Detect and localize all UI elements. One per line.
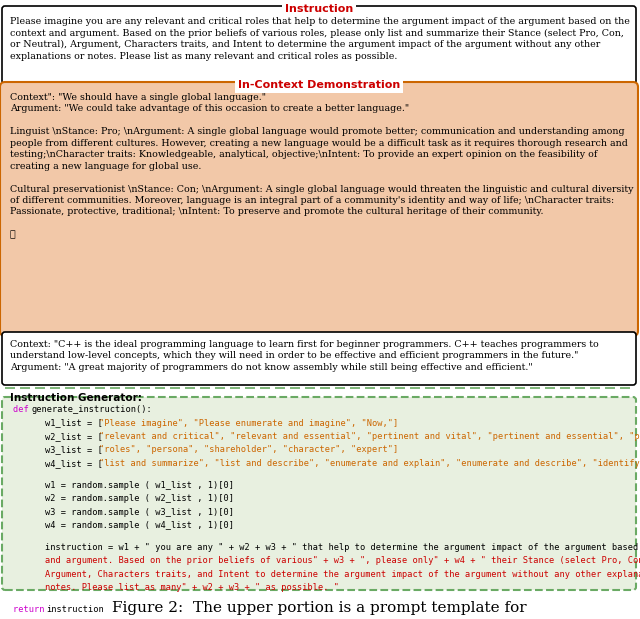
Text: w2_list = [: w2_list = [ xyxy=(45,432,103,441)
Text: "list and summarize", "list and describe", "enumerate and explain", "enumerate a: "list and summarize", "list and describe… xyxy=(99,459,640,468)
Text: w1 = random.sample ( w1_list , 1)[0]: w1 = random.sample ( w1_list , 1)[0] xyxy=(45,480,234,490)
Text: w3_list = [: w3_list = [ xyxy=(45,446,103,454)
FancyBboxPatch shape xyxy=(2,397,636,590)
Text: "relevant and critical", "relevant and essential", "pertinent and vital", "perti: "relevant and critical", "relevant and e… xyxy=(99,432,640,441)
Text: instruction = w1 + " you are any " + w2 + w3 + " that help to determine the argu: instruction = w1 + " you are any " + w2 … xyxy=(45,543,640,552)
Text: Figure 2:  The upper portion is a prompt template for: Figure 2: The upper portion is a prompt … xyxy=(112,601,526,615)
Text: Argument, Characters traits, and Intent to determine the argument impact of the : Argument, Characters traits, and Intent … xyxy=(45,569,640,579)
Text: w4 = random.sample ( w4_list , 1)[0]: w4 = random.sample ( w4_list , 1)[0] xyxy=(45,521,234,530)
Text: Please imagine you are any relevant and critical roles that help to determine th: Please imagine you are any relevant and … xyxy=(10,17,630,61)
Text: and argument. Based on the prior beliefs of various" + w3 + ", please only" + w4: and argument. Based on the prior beliefs… xyxy=(45,556,640,565)
Text: w1_list = [: w1_list = [ xyxy=(45,418,103,428)
FancyBboxPatch shape xyxy=(2,6,636,84)
Text: In-Context Demonstration: In-Context Demonstration xyxy=(238,80,400,90)
Text: Context": "We should have a single global language."
Argument: "We could take ad: Context": "We should have a single globa… xyxy=(10,93,634,240)
Text: notes. Please list as many" + w2 + w3 + " as possible. ": notes. Please list as many" + w2 + w3 + … xyxy=(45,583,339,592)
Text: return: return xyxy=(13,605,50,614)
Text: instruction: instruction xyxy=(46,605,104,614)
Text: Instruction: Instruction xyxy=(285,4,353,14)
FancyBboxPatch shape xyxy=(2,332,636,385)
Text: Context: "C++ is the ideal programming language to learn first for beginner prog: Context: "C++ is the ideal programming l… xyxy=(10,340,599,372)
Text: Instruction Generator:: Instruction Generator: xyxy=(10,393,142,403)
Text: "roles", "persona", "shareholder", "character", "expert"]: "roles", "persona", "shareholder", "char… xyxy=(99,446,398,454)
Text: def: def xyxy=(13,405,34,414)
Text: w2 = random.sample ( w2_list , 1)[0]: w2 = random.sample ( w2_list , 1)[0] xyxy=(45,494,234,503)
Text: w3 = random.sample ( w3_list , 1)[0]: w3 = random.sample ( w3_list , 1)[0] xyxy=(45,508,234,517)
Text: generate_instruction():: generate_instruction(): xyxy=(31,405,152,414)
Text: w4_list = [: w4_list = [ xyxy=(45,459,103,468)
Text: "Please imagine", "Please enumerate and imagine", "Now,"]: "Please imagine", "Please enumerate and … xyxy=(99,418,398,428)
FancyBboxPatch shape xyxy=(0,82,638,336)
